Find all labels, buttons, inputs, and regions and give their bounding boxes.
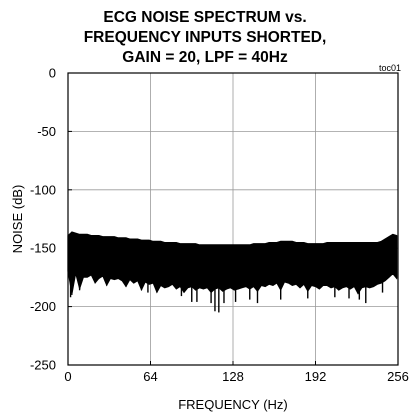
y-axis-ticks: 0 -50 -100 -150 -200 -250 xyxy=(30,66,72,373)
chart-title-line-1: ECG NOISE SPECTRUM vs. xyxy=(103,9,306,26)
figure-tag: toc01 xyxy=(379,63,401,73)
y-axis-label: NOISE (dB) xyxy=(10,185,25,254)
y-tick-label-0: 0 xyxy=(49,66,56,81)
x-axis-label: FREQUENCY (Hz) xyxy=(178,397,288,412)
x-tick-label-1: 64 xyxy=(143,369,157,384)
chart-title-line-2: FREQUENCY INPUTS SHORTED, xyxy=(84,29,327,46)
chart-title-line-3: GAIN = 20, LPF = 40Hz xyxy=(122,49,288,66)
x-tick-label-4: 256 xyxy=(387,369,409,384)
x-tick-label-2: 128 xyxy=(222,369,244,384)
y-tick-label-4: -200 xyxy=(30,299,56,314)
y-tick-label-5: -250 xyxy=(30,358,56,373)
y-tick-label-1: -50 xyxy=(37,124,56,139)
x-axis-ticks: 0 64 128 192 256 xyxy=(64,361,409,384)
noise-band-0 xyxy=(67,231,398,295)
y-tick-label-2: -100 xyxy=(30,182,56,197)
grid-lines xyxy=(68,73,398,365)
x-tick-label-3: 192 xyxy=(305,369,327,384)
y-tick-label-3: -150 xyxy=(30,241,56,256)
noise-trace xyxy=(67,231,398,313)
x-tick-label-0: 0 xyxy=(64,369,71,384)
